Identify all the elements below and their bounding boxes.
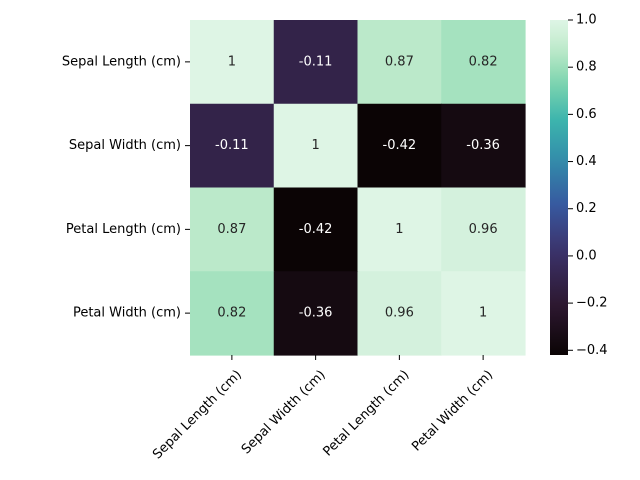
x-tick-label-2: Petal Length (cm) (320, 367, 412, 459)
y-tick-label-0: Sepal Length (cm) (62, 54, 181, 69)
colorbar-gradient (550, 20, 568, 355)
heatmap-cell-label-r3-c0: 0.82 (217, 306, 246, 321)
y-tick-label-3: Petal Width (cm) (73, 306, 181, 321)
heatmap-cell-labels: 1 -0.11 0.87 0.82 -0.11 1 -0.42 -0.36 0.87 -0.42 1… (215, 54, 500, 320)
heatmap-cell-label-r3-c3: 1 (479, 306, 487, 321)
heatmap-cell-label-r1-c1: 1 (311, 138, 319, 153)
heatmap-cell-r0-c2 (357, 20, 442, 105)
heatmap-cell-r3-c2 (357, 271, 442, 356)
colorbar-tick-label-7: 1.0 (576, 13, 597, 28)
heatmap-cell-r0-c3 (441, 20, 526, 105)
heatmap-cell-label-r2-c1: -0.42 (299, 222, 333, 237)
heatmap-cell-label-r3-c1: -0.36 (299, 306, 333, 321)
colorbar-tick-label-5: 0.6 (576, 107, 597, 122)
y-axis: Sepal Length (cm) Sepal Width (cm) Petal L… (62, 54, 190, 321)
heatmap-cells (190, 20, 526, 356)
heatmap-cell-r3-c3 (441, 271, 526, 356)
heatmap-cell-r1-c3 (441, 103, 526, 189)
heatmap-cell-label-r2-c2: 1 (395, 222, 403, 237)
heatmap-cell-r1-c2 (357, 103, 442, 189)
y-tick-label-2: Petal Length (cm) (66, 222, 181, 237)
heatmap-cell-label-r0-c2: 0.87 (385, 54, 414, 69)
x-axis: Sepal Length (cm)Sepal Width (cm)Petal L… (150, 355, 496, 462)
heatmap-cell-label-r0-c0: 1 (228, 54, 236, 69)
colorbar-tick-label-6: 0.8 (576, 60, 597, 75)
y-tick-label-1: Sepal Width (cm) (69, 138, 181, 153)
colorbar: −0.4 −0.2 0.0 0.2 0.4 0.6 0.8 1.0 (550, 13, 608, 358)
heatmap-cell-label-r0-c1: -0.11 (299, 54, 333, 69)
heatmap-cell-r2-c2 (357, 187, 442, 272)
heatmap-cell-r3-c0 (190, 271, 275, 356)
heatmap-cell-label-r0-c3: 0.82 (469, 54, 498, 69)
heatmap-cell-r0-c0 (190, 20, 275, 105)
colorbar-tick-label-0: −0.4 (576, 343, 608, 358)
heatmap-cell-r2-c0 (190, 187, 275, 272)
heatmap-cell-label-r2-c3: 0.96 (469, 222, 498, 237)
heatmap-cell-r1-c1 (273, 103, 359, 189)
colorbar-tick-label-3: 0.2 (576, 201, 597, 216)
colorbar-tick-label-4: 0.4 (576, 154, 597, 169)
heatmap-cell-r0-c1 (273, 20, 359, 105)
colorbar-tick-label-1: −0.2 (576, 296, 608, 311)
heatmap-cell-label-r1-c2: -0.42 (383, 138, 417, 153)
heatmap-cell-r2-c1 (273, 187, 359, 272)
heatmap-cell-r2-c3 (441, 187, 526, 272)
heatmap-cell-label-r3-c2: 0.96 (385, 306, 414, 321)
heatmap-cell-label-r1-c0: -0.11 (215, 138, 249, 153)
x-tick-label-1: Sepal Width (cm) (239, 367, 329, 457)
x-tick-label-0: Sepal Length (cm) (150, 367, 245, 462)
heatmap-cell-label-r1-c3: -0.36 (466, 138, 500, 153)
x-tick-label-3: Petal Width (cm) (409, 367, 496, 454)
heatmap-cell-r3-c1 (273, 271, 359, 356)
colorbar-tick-label-2: 0.0 (576, 248, 597, 263)
heatmap-cell-r1-c0 (190, 103, 275, 189)
heatmap-cell-label-r2-c0: 0.87 (217, 222, 246, 237)
